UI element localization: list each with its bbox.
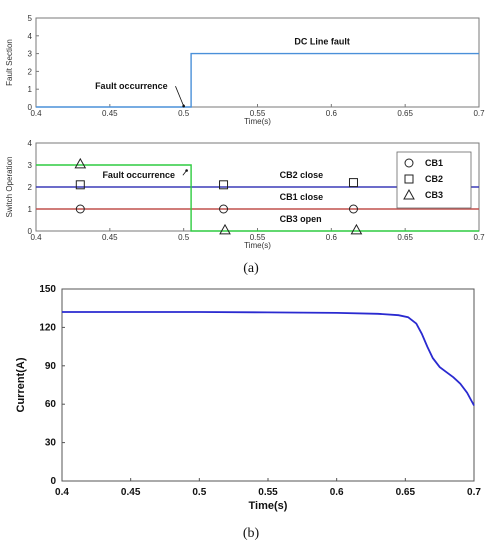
marker-cb3 (219, 223, 231, 235)
y-tick-label: 150 (39, 284, 56, 295)
x-tick-label: 0.6 (326, 233, 338, 242)
x-tick-label: 0.6 (326, 109, 338, 118)
x-tick-label: 0.55 (258, 487, 278, 498)
x-tick-label: 0.7 (467, 487, 481, 498)
plot-area (61, 288, 475, 482)
marker-cb2 (219, 180, 229, 190)
legend-marker-cb1 (404, 158, 414, 168)
annotation: Fault occurrence (95, 81, 168, 91)
x-tick-label: 0.65 (396, 487, 416, 498)
x-axis-label: Time(s) (244, 117, 271, 126)
y-axis-label: Switch Operation (5, 157, 14, 218)
y-tick-label: 30 (45, 438, 57, 449)
current-chart: 0.4 0.45 0.5 0.55 0.6 0.65 0.7 0 30 60 90 120 150 Tim… (15, 284, 481, 512)
y-tick-label: 4 (28, 139, 33, 148)
marker-cb1 (75, 204, 85, 214)
y-tick-label: 3 (28, 161, 33, 170)
x-tick-label: 0.4 (55, 487, 69, 498)
annotation: CB1 close (280, 192, 324, 202)
legend-label-cb2: CB2 (425, 174, 443, 184)
plot-area (35, 17, 480, 108)
y-axis-label: Fault Section (5, 39, 14, 86)
y-tick-label: 120 (39, 322, 56, 333)
y-tick-label: 60 (45, 399, 57, 410)
x-tick-label: 0.5 (192, 487, 206, 498)
marker-cb3 (350, 223, 363, 235)
annotation: DC Line fault (294, 37, 350, 47)
x-tick-label: 0.45 (102, 233, 118, 242)
y-tick-label: 1 (28, 85, 33, 94)
annotation-arrowhead (182, 104, 185, 108)
marker-cb1 (219, 204, 229, 214)
x-tick-label: 0.55 (250, 233, 266, 242)
annotation-arrow (175, 86, 185, 107)
fault-section-chart: 0.4 0.45 0.5 0.55 0.6 0.65 0.7 0 1 2 3 4 5 Time(s) Fau… (5, 14, 485, 126)
y-tick-label: 90 (45, 361, 57, 372)
series-line-0 (36, 52, 479, 108)
series-line-0 (62, 311, 475, 406)
y-tick-label: 2 (28, 183, 33, 192)
x-tick-label: 0.45 (102, 109, 118, 118)
x-tick-label: 0.5 (178, 233, 190, 242)
caption-a: (a) (243, 261, 259, 276)
legend-label-cb1: CB1 (425, 158, 443, 168)
y-tick-label: 3 (28, 50, 33, 59)
marker-cb3 (74, 157, 87, 169)
y-tick-label: 0 (28, 103, 33, 112)
annotation: Fault occurrence (102, 170, 175, 180)
y-tick-label: 0 (50, 476, 56, 487)
y-tick-label: 2 (28, 67, 33, 76)
x-tick-label: 0.55 (250, 109, 266, 118)
y-axis-label: Current(A) (15, 357, 27, 412)
x-tick-label: 0.5 (178, 109, 190, 118)
caption-b: (b) (243, 526, 260, 541)
y-tick-label: 5 (28, 14, 33, 23)
x-tick-label: 0.6 (330, 487, 344, 498)
x-tick-label: 0.45 (121, 487, 141, 498)
legend-label-cb3: CB3 (425, 190, 443, 200)
x-tick-label: 0.65 (397, 233, 413, 242)
y-tick-label: 1 (28, 205, 33, 214)
x-tick-label: 0.4 (30, 233, 42, 242)
marker-cb2 (75, 180, 85, 190)
legend: CB1 CB2 CB3 (396, 151, 472, 209)
marker-cb1 (348, 204, 358, 214)
annotation-arrowhead (185, 169, 188, 172)
marker-cb2 (348, 178, 358, 188)
x-tick-label: 0.7 (473, 109, 485, 118)
x-axis-label: Time(s) (249, 500, 288, 512)
y-tick-label: 0 (28, 227, 33, 236)
y-tick-label: 4 (28, 32, 33, 41)
x-tick-label: 0.4 (30, 109, 42, 118)
annotation: CB2 close (280, 170, 324, 180)
annotation: CB3 open (280, 214, 322, 224)
x-axis-label: Time(s) (244, 241, 271, 250)
legend-marker-cb3 (403, 188, 415, 200)
switch-operation-chart: 0.4 0.45 0.5 0.55 0.6 0.65 0.7 0 1 2 3 4 Time(s) Swit… (5, 139, 485, 250)
series-line-cb3 (36, 164, 479, 232)
x-tick-label: 0.7 (473, 233, 485, 242)
legend-marker-cb2 (404, 174, 414, 184)
x-tick-label: 0.65 (397, 109, 413, 118)
